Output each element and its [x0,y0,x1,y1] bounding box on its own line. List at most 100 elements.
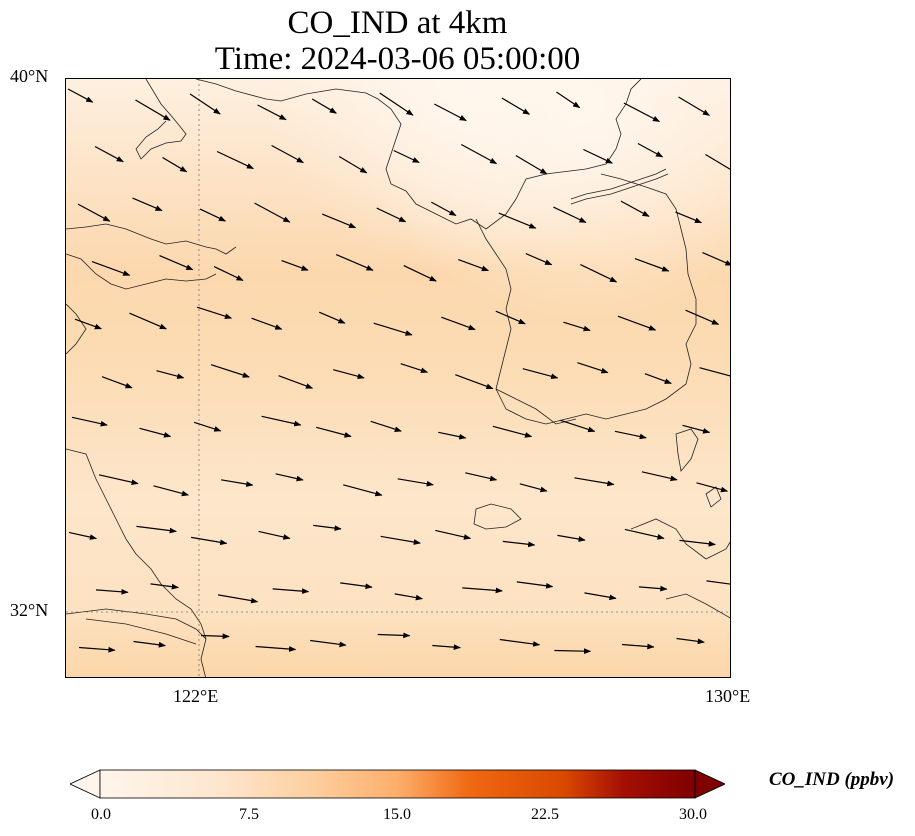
wind-arrow [620,200,650,217]
wind-arrow [321,213,357,229]
wind-arrow [553,206,587,224]
wind-arrow [380,535,421,545]
wind-arrow [91,261,131,276]
wind-arrow [623,102,661,123]
wind-arrow [455,374,494,390]
wind-arrow [554,648,592,655]
wind-arrow [617,315,657,331]
lat-tick-40n: 40°N [10,66,49,86]
wind-arrow [135,99,171,121]
wind-arrow [210,364,250,378]
wind-arrow [556,91,581,109]
wind-arrow [370,420,402,432]
wind-arrow [676,637,705,645]
wind-arrow [333,369,365,380]
wind-arrow [316,426,352,438]
wind-arrow [400,363,429,374]
wind-arrow [310,639,347,648]
map-title: CO_IND at 4km [287,5,508,41]
gridlines [66,79,730,677]
wind-arrow [502,540,536,548]
wind-arrow [465,472,498,482]
wind-arrow [435,529,472,540]
wind-arrow [516,581,554,589]
wind-arrow [68,531,98,540]
wind-arrow [393,149,420,164]
wind-arrow [706,580,730,585]
wind-arrow [580,264,618,283]
wind-arrow [261,415,302,427]
wind-arrow [637,142,664,158]
map-time: Time: 2024-03-06 05:00:00 [214,41,581,77]
wind-arrow [254,202,291,223]
wind-arrow [221,479,254,487]
wind-arrow [132,197,163,212]
wind-arrow [379,92,414,116]
wind-arrow [257,104,287,121]
wind-arrow [702,252,730,266]
map-canvas [66,79,730,677]
wind-arrow [153,485,189,497]
coastlines [66,79,730,677]
wind-arrow [584,592,617,601]
wind-arrow [94,145,124,163]
wind-arrow [498,212,537,229]
wind-arrow [77,203,111,222]
wind-arrow [74,318,102,330]
colorbar-tick-22-5: 22.5 [531,806,559,823]
wind-arrow [682,424,711,434]
wind-arrow [159,255,194,271]
wind-arrow [67,88,94,103]
wind-arrow [394,593,424,601]
wind-arrow [255,645,297,652]
wind-arrow [373,322,413,336]
wind-arrow [281,260,309,271]
wind-arrow [557,534,586,542]
wind-arrow [95,588,129,595]
wind-arrow [311,98,337,114]
wind-arrow [193,421,222,432]
wind-arrow [71,416,108,427]
wind-arrow [98,474,139,485]
wind-arrow [441,316,476,331]
wind-vectors [67,88,730,655]
wind-arrow [678,96,711,116]
colorbar-extend-max [694,769,725,799]
wind-arrow [696,482,729,493]
wind-arrow [191,536,228,546]
wind-arrow [275,473,304,482]
wind-arrow [199,208,227,222]
wind-arrow [501,97,531,115]
wind-arrow [403,265,437,282]
colorbar-label: CO_IND (ppbv) [769,769,895,790]
wind-arrow [313,524,342,531]
wind-arrow [136,525,177,534]
wind-arrow [675,211,703,224]
wind-arrow [431,201,457,217]
wind-arrow [251,317,283,330]
wind-arrow [638,585,668,592]
wind-arrow [515,154,548,175]
wind-arrow [699,367,730,377]
colorbar-tick-15: 15.0 [383,806,411,823]
lon-tick-122e: 122°E [173,686,219,706]
wind-arrow [685,309,720,325]
wind-arrow [434,103,467,122]
wind-arrow [461,143,498,165]
wind-arrow [560,419,596,433]
colorbar [70,769,725,799]
wind-arrow [679,539,716,547]
wind-arrow [621,643,655,650]
wind-arrow [217,594,259,604]
wind-arrow [213,266,244,281]
wind-arrow [462,587,503,594]
wind-arrow [614,430,647,440]
wind-arrow [272,588,310,594]
wind-arrow [318,311,346,324]
colorbar-extend-min [70,769,101,799]
wind-arrow [499,638,541,647]
wind-arrow [519,483,548,493]
wind-arrow [438,431,467,440]
colorbar-tick-30: 30.0 [679,806,707,823]
wind-arrow [340,582,373,590]
